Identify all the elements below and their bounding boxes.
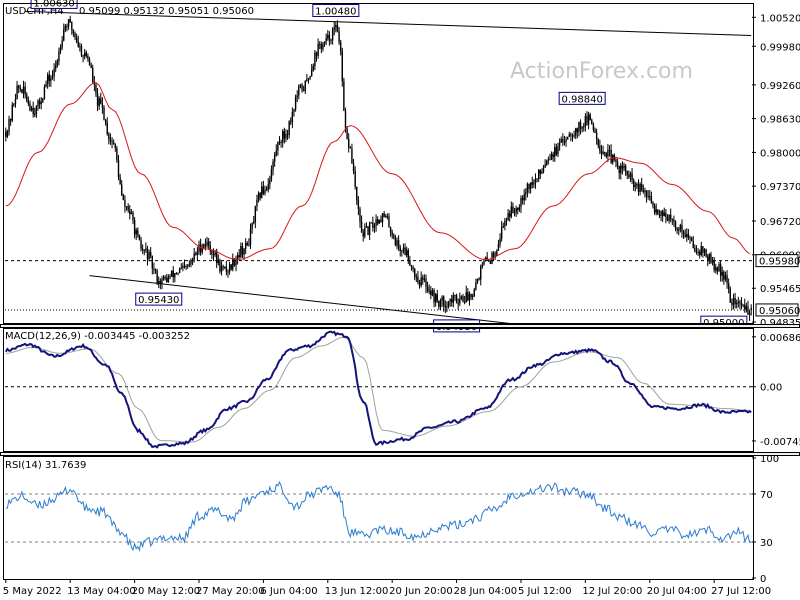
- price-badge-label: 0.95060: [759, 306, 800, 317]
- time-tick-label: 6 Jun 04:00: [260, 586, 317, 597]
- macd-axis: 0.006861 0.00 -0.007454: [752, 333, 800, 448]
- rsi-panel-title: RSI(14) 31.7639: [5, 460, 86, 471]
- macd-frame: [3, 328, 754, 452]
- moving-average-line: [5, 82, 750, 261]
- time-tick-label: 20 May 12:00: [132, 586, 201, 597]
- price-label: 1.00480: [315, 6, 356, 17]
- price-tick-label: 0.98630: [760, 115, 800, 126]
- macd-panel: MACD(12,26,9) -0.003445 -0.003252 0.0068…: [0, 324, 800, 452]
- price-tick-label: 0.98000: [760, 148, 800, 159]
- rsi-axis: 100 70 30 0: [752, 454, 779, 585]
- price-label: 0.95430: [138, 295, 179, 306]
- trendline: [25, 10, 752, 37]
- macd-tick-label: -0.007454: [760, 437, 800, 448]
- rsi-tick-label: 100: [760, 454, 779, 465]
- rsi-tick-label: 30: [760, 538, 773, 549]
- price-tick-label: 0.95465: [760, 284, 800, 295]
- watermark: ActionForex.com: [510, 59, 693, 84]
- price-badge: [755, 303, 799, 317]
- price-annotations: 1.006301.004800.954300.949300.988400.950…: [30, 0, 748, 333]
- time-tick-label: 13 Jun 12:00: [325, 586, 389, 597]
- price-tick-label: 1.00520: [760, 13, 800, 24]
- time-tick-label: 27 May 20:00: [196, 586, 265, 597]
- price-label: 1.00630: [33, 0, 74, 9]
- rsi-panel: RSI(14) 31.7639 100 70 30 0: [0, 452, 800, 585]
- price-label: 0.98840: [561, 94, 602, 105]
- price-badge-label: 0.95980: [759, 257, 800, 268]
- ohlc-header: 0.95099 0.95132 0.95051 0.95060: [79, 6, 254, 17]
- macd-tick-label: 0.00: [760, 383, 782, 394]
- time-tick-label: 20 Jul 04:00: [647, 586, 707, 597]
- price-tick-label: 0.99260: [760, 81, 800, 92]
- time-tick-label: 5 May 2022: [3, 586, 62, 597]
- rsi-frame: [3, 456, 754, 580]
- time-tick-label: 20 Jun 20:00: [389, 586, 453, 597]
- macd-panel-title: MACD(12,26,9) -0.003445 -0.003252: [5, 331, 190, 342]
- price-frame: [3, 3, 754, 324]
- time-tick-label: 27 Jul 12:00: [711, 586, 771, 597]
- candlesticks: [5, 15, 752, 321]
- price-tick-label: 0.97370: [760, 182, 800, 193]
- price-axis: 1.00520 0.99980 0.99260 0.98630 0.98000 0.973…: [752, 13, 800, 329]
- panel-separator[interactable]: [0, 452, 800, 456]
- time-tick-label: 28 Jun 04:00: [454, 586, 518, 597]
- price-badge: [755, 254, 799, 268]
- price-tick-label: 0.96720: [760, 217, 800, 228]
- macd-signal-line: [5, 336, 750, 443]
- rsi-tick-label: 0: [760, 574, 766, 585]
- trendline: [89, 275, 538, 328]
- time-tick-label: 5 Jul 12:00: [518, 586, 572, 597]
- panel-separator[interactable]: [0, 324, 800, 328]
- price-panel: USDCHF,H4 0.95099 0.95132 0.95051 0.9506…: [3, 0, 800, 333]
- trendlines: [25, 10, 752, 328]
- rsi-line: [5, 480, 752, 552]
- rsi-guide-lines: [5, 493, 752, 543]
- rsi-tick-label: 70: [760, 490, 773, 501]
- macd-tick-label: 0.006861: [760, 333, 800, 344]
- price-label-box: [135, 292, 183, 306]
- price-label-box: [312, 3, 360, 17]
- price-label-box: [30, 0, 78, 9]
- time-tick-label: 13 May 04:00: [67, 586, 136, 597]
- price-tick-label: 0.94835: [760, 318, 800, 329]
- macd-line: [4, 330, 752, 449]
- price-level-lines: [5, 260, 752, 311]
- time-tick-label: 12 Jul 20:00: [582, 586, 642, 597]
- price-label-box: [558, 91, 606, 105]
- price-tick-label: 0.99980: [760, 42, 800, 53]
